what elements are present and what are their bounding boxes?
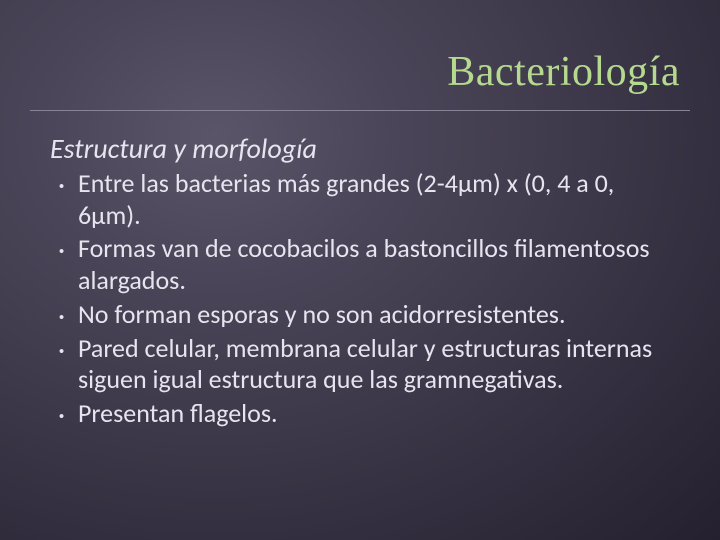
slide-container: Bacteriología Estructura y morfología En… bbox=[0, 0, 720, 540]
slide-title: Bacteriología bbox=[40, 48, 680, 96]
list-item: Entre las bacterias más grandes (2-4μm) … bbox=[50, 168, 670, 231]
list-item: Formas van de cocobacilos a bastoncillos… bbox=[50, 233, 670, 296]
list-item: Presentan flagelos. bbox=[50, 398, 670, 430]
list-item: No forman esporas y no son acidorresiste… bbox=[50, 299, 670, 331]
bullet-list: Entre las bacterias más grandes (2-4μm) … bbox=[50, 168, 670, 430]
slide-subtitle: Estructura y morfología bbox=[50, 131, 670, 166]
list-item: Pared celular, membrana celular y estruc… bbox=[50, 333, 670, 396]
body-area: Estructura y morfología Entre las bacter… bbox=[0, 111, 720, 430]
title-area: Bacteriología bbox=[0, 0, 720, 104]
